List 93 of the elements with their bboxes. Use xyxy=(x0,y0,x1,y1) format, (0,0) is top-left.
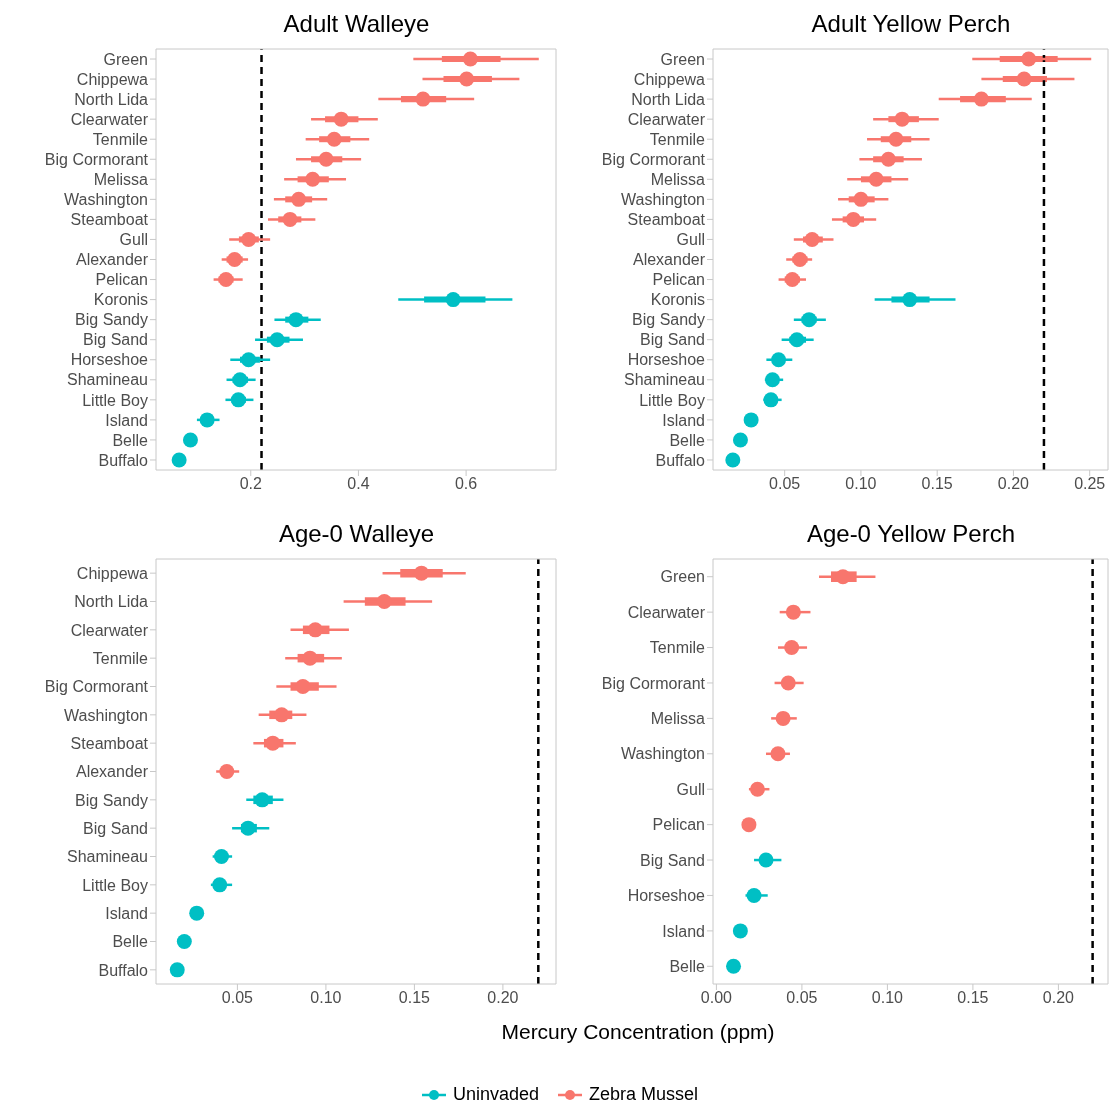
y-tick-label: Island xyxy=(105,904,148,922)
y-tick-label: North Lida xyxy=(631,90,706,108)
y-tick-label: Chippewa xyxy=(633,70,706,88)
y-tick-label: Island xyxy=(662,411,705,429)
x-tick-label: 0.4 xyxy=(347,475,370,493)
y-tick-label: Island xyxy=(662,922,705,940)
y-tick-label: Horseshoe xyxy=(627,887,706,905)
y-tick-label: Belle xyxy=(669,431,706,449)
y-tick-label: Tenmile xyxy=(92,649,149,667)
x-tick-label: 0.10 xyxy=(845,475,877,493)
y-tick-label: Clearwater xyxy=(627,110,706,128)
x-tick-label: 0.20 xyxy=(997,475,1030,493)
x-tick-label: 0.6 xyxy=(454,475,478,493)
y-tick-label: Washington xyxy=(621,191,705,209)
y-tick-label: Tenmile xyxy=(92,130,149,148)
y-tick-label: Washington xyxy=(64,191,148,209)
y-tick-label: Belle xyxy=(669,957,706,975)
y-tick-label: Buffalo xyxy=(655,451,706,469)
y-tick-label: Big Sand xyxy=(640,851,705,869)
y-tick-label: Shamineau xyxy=(624,371,705,389)
y-tick-label: Gull xyxy=(676,231,705,249)
x-tick-label: 0.15 xyxy=(921,475,953,493)
y-tick-label: Big Sand xyxy=(83,819,148,837)
y-tick-label: Pelican xyxy=(652,271,705,289)
x-tick-label: 0.15 xyxy=(398,989,431,1007)
y-tick-label: Green xyxy=(103,50,148,68)
y-tick-label: Alexander xyxy=(632,251,706,269)
x-tick-label: 0.10 xyxy=(871,989,904,1007)
y-tick-label: Island xyxy=(105,411,148,429)
y-tick-label: Horseshoe xyxy=(70,351,149,369)
y-tick-label: Gull xyxy=(676,780,705,798)
legend-label: Zebra Mussel xyxy=(589,1084,699,1105)
y-tick-label: Belle xyxy=(112,431,149,449)
x-tick-label: 0.05 xyxy=(221,989,254,1007)
y-tick-label: North Lida xyxy=(74,593,149,611)
y-tick-label: Green xyxy=(660,568,705,586)
y-tick-label: Green xyxy=(660,50,705,68)
y-tick-label: Clearwater xyxy=(70,621,149,639)
y-tick-label: Little Boy xyxy=(639,391,705,409)
x-tick-label: 0.05 xyxy=(786,989,818,1007)
y-tick-label: Washington xyxy=(64,706,148,724)
y-tick-label: Melissa xyxy=(650,710,706,728)
y-tick-label: Steamboat xyxy=(627,211,706,229)
y-tick-label: Pelican xyxy=(95,271,148,289)
y-tick-label: Buffalo xyxy=(98,451,149,469)
y-tick-label: Washington xyxy=(621,745,705,763)
y-tick-label: Big Cormorant xyxy=(601,150,706,168)
y-tick-label: Big Cormorant xyxy=(44,150,149,168)
y-tick-label: Clearwater xyxy=(70,110,149,128)
y-tick-label: Chippewa xyxy=(76,564,149,582)
x-tick-label: 0.20 xyxy=(487,989,519,1007)
x-tick-label: 0.15 xyxy=(957,989,989,1007)
y-tick-label: Koronis xyxy=(650,291,705,309)
y-tick-label: Gull xyxy=(119,231,148,249)
y-tick-label: Shamineau xyxy=(67,371,148,389)
y-tick-label: Alexander xyxy=(75,251,149,269)
y-tick-label: Melissa xyxy=(650,170,706,188)
y-tick-label: Big Sand xyxy=(83,331,148,349)
y-tick-label: Little Boy xyxy=(82,876,148,894)
y-tick-label: Belle xyxy=(112,933,149,951)
y-tick-label: Big Sandy xyxy=(632,311,705,329)
y-tick-label: Steamboat xyxy=(70,734,149,752)
y-tick-label: Koronis xyxy=(93,291,148,309)
y-tick-label: Big Cormorant xyxy=(44,678,149,696)
y-tick-label: North Lida xyxy=(74,90,149,108)
y-tick-label: Chippewa xyxy=(76,70,149,88)
y-tick-label: Melissa xyxy=(93,170,149,188)
y-tick-label: Big Sandy xyxy=(75,791,148,809)
y-tick-label: Pelican xyxy=(652,816,705,834)
y-tick-label: Shamineau xyxy=(67,848,148,866)
chart-title: Adult Yellow Perch xyxy=(810,10,1012,39)
x-axis-title: Mercury Concentration (ppm) xyxy=(500,1020,776,1044)
x-tick-label: 0.20 xyxy=(1042,989,1075,1007)
chart-title: Adult Walleye xyxy=(282,10,431,39)
y-tick-label: Tenmile xyxy=(649,130,706,148)
y-tick-label: Clearwater xyxy=(627,603,706,621)
y-tick-label: Steamboat xyxy=(70,211,149,229)
y-tick-label: Big Sandy xyxy=(75,311,148,329)
x-tick-label: 0.00 xyxy=(700,989,733,1007)
y-tick-label: Little Boy xyxy=(82,391,148,409)
x-tick-label: 0.10 xyxy=(310,989,342,1007)
y-tick-label: Tenmile xyxy=(649,639,706,657)
legend-label: Uninvaded xyxy=(452,1084,539,1105)
x-tick-label: 0.2 xyxy=(239,475,262,493)
x-tick-label: 0.25 xyxy=(1074,475,1106,493)
y-tick-label: Buffalo xyxy=(98,961,149,979)
chart-title: Age-0 Yellow Perch xyxy=(805,520,1017,549)
y-tick-label: Big Sand xyxy=(640,331,705,349)
y-tick-label: Alexander xyxy=(75,763,149,781)
chart-title: Age-0 Walleye xyxy=(277,520,436,549)
y-tick-label: Big Cormorant xyxy=(601,674,706,692)
x-tick-label: 0.05 xyxy=(769,475,801,493)
y-tick-label: Horseshoe xyxy=(627,351,706,369)
